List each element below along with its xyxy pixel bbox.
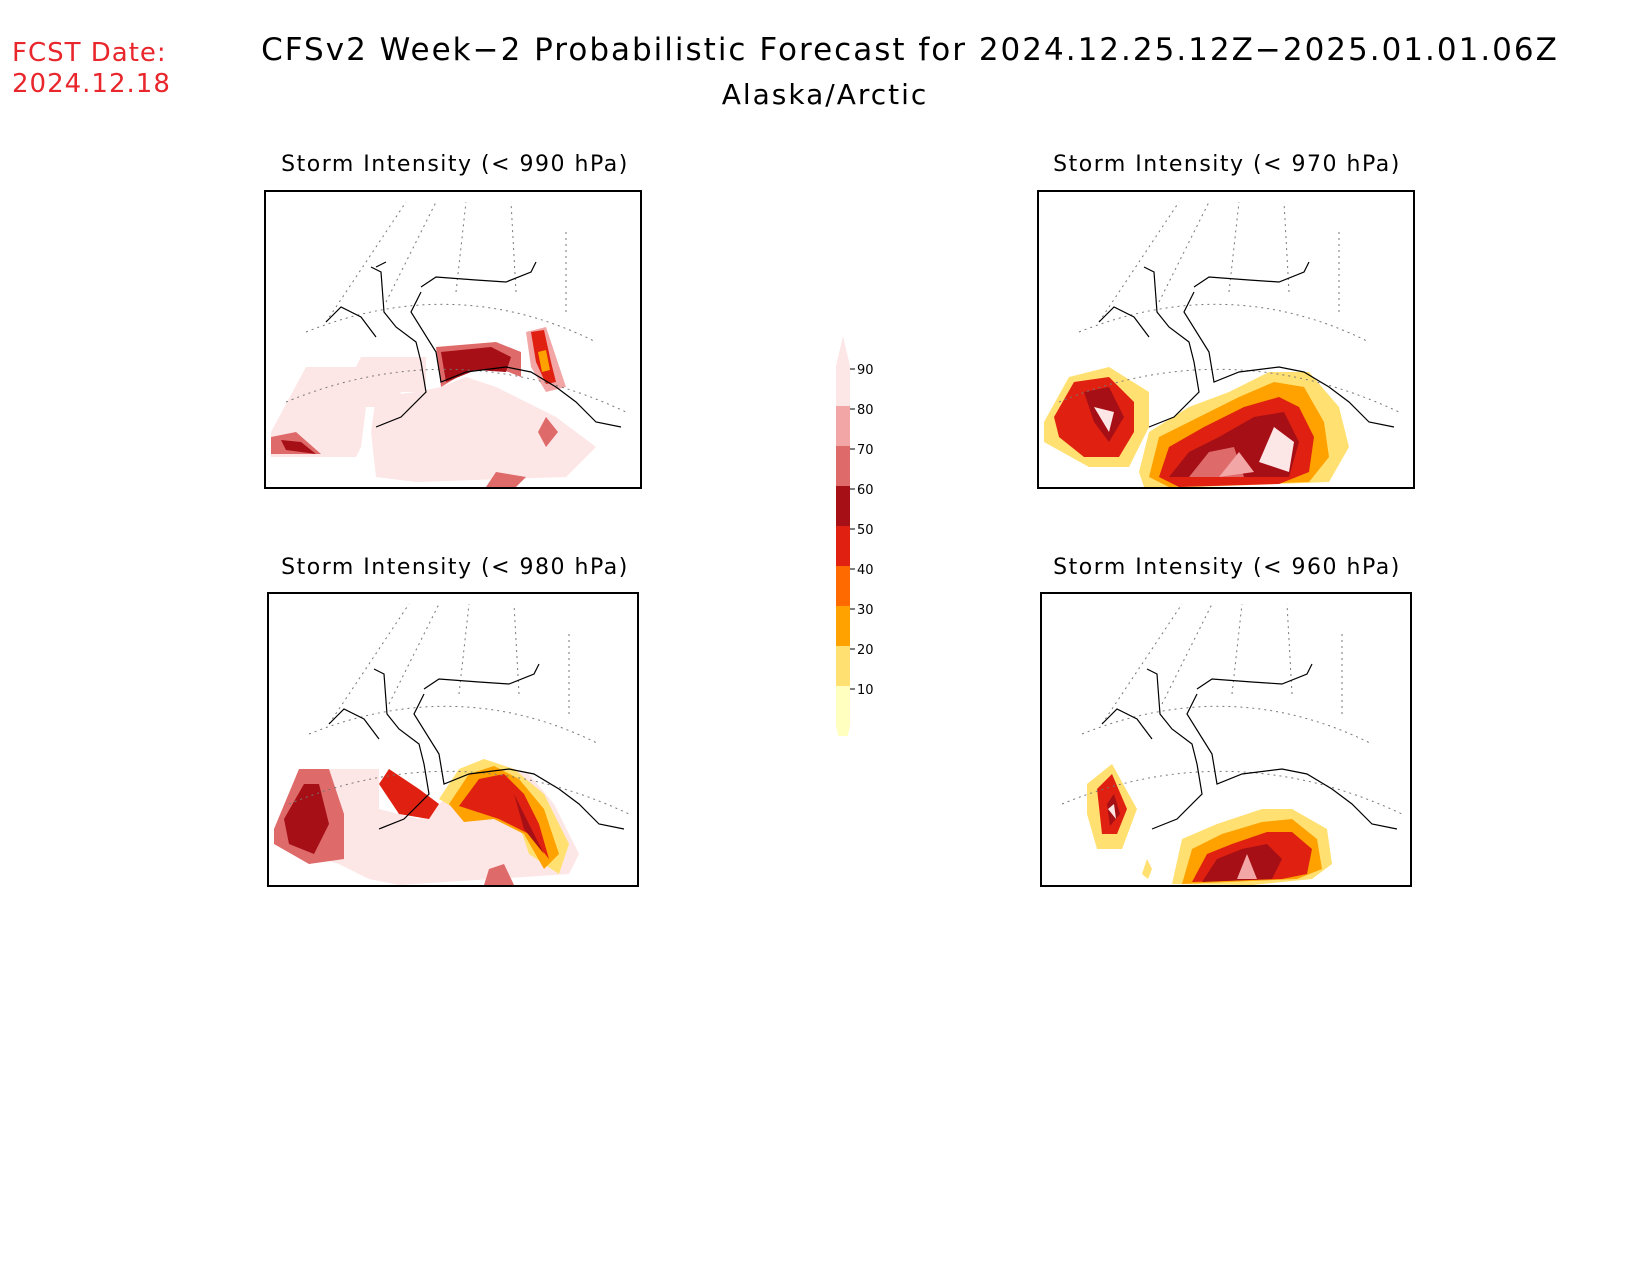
colorbar-swatch (836, 606, 850, 646)
colorbar-swatch (836, 646, 850, 686)
colorbar-label: 20 (857, 643, 874, 658)
colorbar: 90 80 70 60 50 40 30 20 10 (826, 336, 886, 756)
map-panel-970 (1037, 190, 1415, 489)
map-panel-960 (1040, 592, 1412, 887)
fcst-label: FCST Date: (12, 38, 167, 68)
colorbar-swatch (836, 686, 850, 726)
colorbar-label: 50 (857, 523, 874, 538)
colorbar-label: 70 (857, 443, 874, 458)
panel-title-990: Storm Intensity (< 990 hPa) (281, 152, 629, 177)
fcst-date-label: FCST Date: 2024.12.18 (12, 38, 171, 100)
graticule-970 (1058, 201, 1400, 413)
colorbar-label: 90 (857, 363, 874, 378)
colorbar-label: 40 (857, 563, 874, 578)
colorbar-label: 30 (857, 603, 874, 618)
colorbar-swatch (836, 366, 850, 406)
map-panel-980 (267, 592, 639, 887)
probability-fill-970 (1044, 367, 1349, 487)
colorbar-label: 80 (857, 403, 874, 418)
colorbar-swatch (836, 446, 850, 486)
fcst-date: 2024.12.18 (12, 69, 171, 99)
coastline-980 (328, 663, 625, 830)
main-title: CFSv2 Week−2 Probabilistic Forecast for … (261, 32, 1559, 68)
colorbar-swatch (836, 566, 850, 606)
graticule-980 (288, 603, 630, 815)
graticule-990 (285, 201, 627, 413)
colorbar-label: 10 (857, 683, 874, 698)
probability-fill-980 (274, 759, 579, 885)
panel-title-960: Storm Intensity (< 960 hPa) (1053, 555, 1401, 580)
colorbar-label: 60 (857, 483, 874, 498)
colorbar-swatch (836, 526, 850, 566)
map-panel-990 (264, 190, 642, 489)
coastline-970 (1098, 261, 1395, 428)
colorbar-swatch (836, 486, 850, 526)
graticule-960 (1061, 603, 1403, 815)
panel-title-980: Storm Intensity (< 980 hPa) (281, 555, 629, 580)
probability-fill-960 (1087, 764, 1332, 885)
colorbar-bottom-arrow (836, 726, 850, 756)
coastline-990 (325, 261, 622, 428)
probability-fill-990 (271, 327, 596, 487)
coastline-960 (1101, 663, 1398, 830)
colorbar-swatch (836, 406, 850, 446)
region-subtitle: Alaska/Arctic (721, 78, 929, 111)
colorbar-top-arrow (836, 336, 850, 366)
panel-title-970: Storm Intensity (< 970 hPa) (1053, 152, 1401, 177)
